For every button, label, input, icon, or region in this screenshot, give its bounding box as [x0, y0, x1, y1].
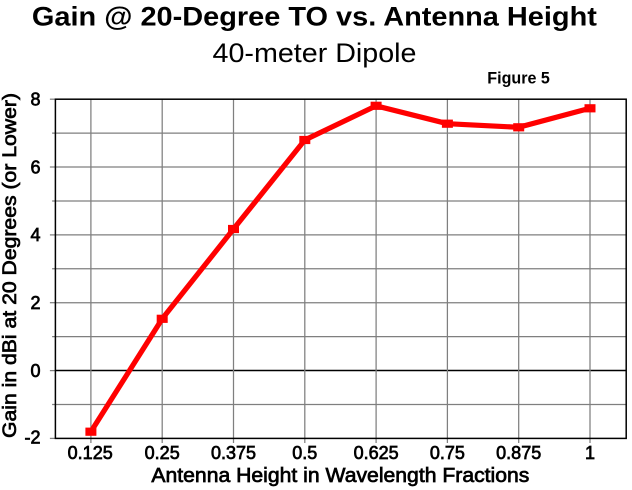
svg-text:0.5: 0.5: [292, 443, 317, 463]
svg-text:Figure 5: Figure 5: [487, 70, 550, 88]
svg-text:Antenna Height in Wavelength F: Antenna Height in Wavelength Fractions: [151, 465, 529, 487]
svg-text:0.25: 0.25: [145, 443, 180, 463]
svg-text:0.75: 0.75: [430, 443, 465, 463]
svg-text:8: 8: [30, 90, 40, 110]
svg-text:4: 4: [30, 225, 40, 245]
svg-text:0: 0: [30, 361, 40, 381]
svg-text:0.125: 0.125: [68, 443, 113, 463]
svg-text:40-meter Dipole: 40-meter Dipole: [213, 38, 417, 68]
svg-text:0.375: 0.375: [211, 443, 256, 463]
svg-text:6: 6: [30, 157, 40, 177]
svg-text:0.625: 0.625: [354, 443, 399, 463]
svg-text:2: 2: [30, 293, 40, 313]
svg-text:0.875: 0.875: [496, 443, 541, 463]
svg-text:Gain @ 20-Degree TO vs. Antenn: Gain @ 20-Degree TO vs. Antenna Height: [32, 1, 597, 31]
svg-text:-2: -2: [24, 427, 40, 447]
svg-text:Gain in dBi at 20 Degrees (or: Gain in dBi at 20 Degrees (or Lower): [0, 93, 21, 438]
svg-text:1: 1: [585, 443, 595, 463]
